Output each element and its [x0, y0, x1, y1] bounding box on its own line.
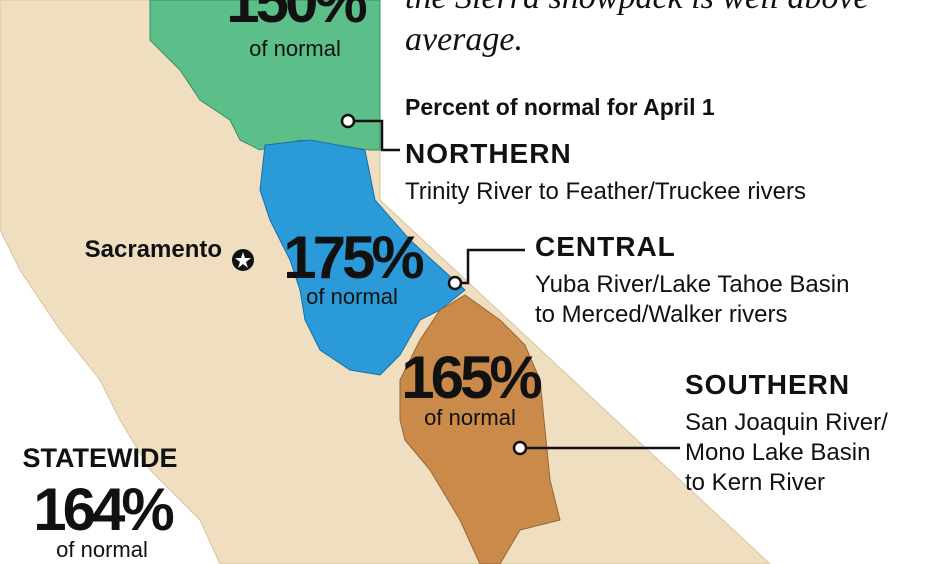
leader-dot — [447, 275, 463, 291]
central-region — [259, 139, 466, 376]
region-description: to Merced/Walker rivers — [535, 301, 788, 328]
subtitle: Percent of normal for April 1 — [405, 94, 715, 120]
statewide-label: STATEWIDE — [23, 443, 178, 473]
region-percent: 150% — [226, 0, 366, 35]
region-unit: of normal — [249, 36, 341, 61]
southern-region — [399, 294, 561, 564]
northern-region — [149, 0, 381, 151]
headline-line: average. — [405, 21, 523, 58]
leader-line — [354, 119, 400, 152]
statewide-percent: 164% — [33, 476, 173, 543]
statewide-unit: of normal — [56, 537, 148, 562]
headline-line: the Sierra snowpack is well above — [405, 0, 869, 16]
region-name: CENTRAL — [535, 231, 676, 262]
region-description: to Kern River — [685, 469, 825, 496]
region-description: Yuba River/Lake Tahoe Basin — [535, 271, 849, 298]
region-name: NORTHERN — [405, 138, 572, 169]
capital-star — [235, 252, 251, 268]
region-percent: 165% — [401, 344, 541, 411]
leader-dot — [340, 113, 356, 129]
region-unit: of normal — [306, 284, 398, 309]
leader-dot — [512, 440, 528, 456]
region-name: SOUTHERN — [685, 369, 850, 400]
region-description: Trinity River to Feather/Truckee rivers — [405, 178, 806, 205]
region-description: San Joaquin River/ — [685, 409, 888, 436]
region-description: Mono Lake Basin — [685, 439, 870, 466]
region-unit: of normal — [424, 405, 516, 430]
region-percent: 175% — [283, 224, 423, 291]
city-label: Sacramento — [85, 236, 222, 263]
leader-line — [461, 248, 525, 285]
